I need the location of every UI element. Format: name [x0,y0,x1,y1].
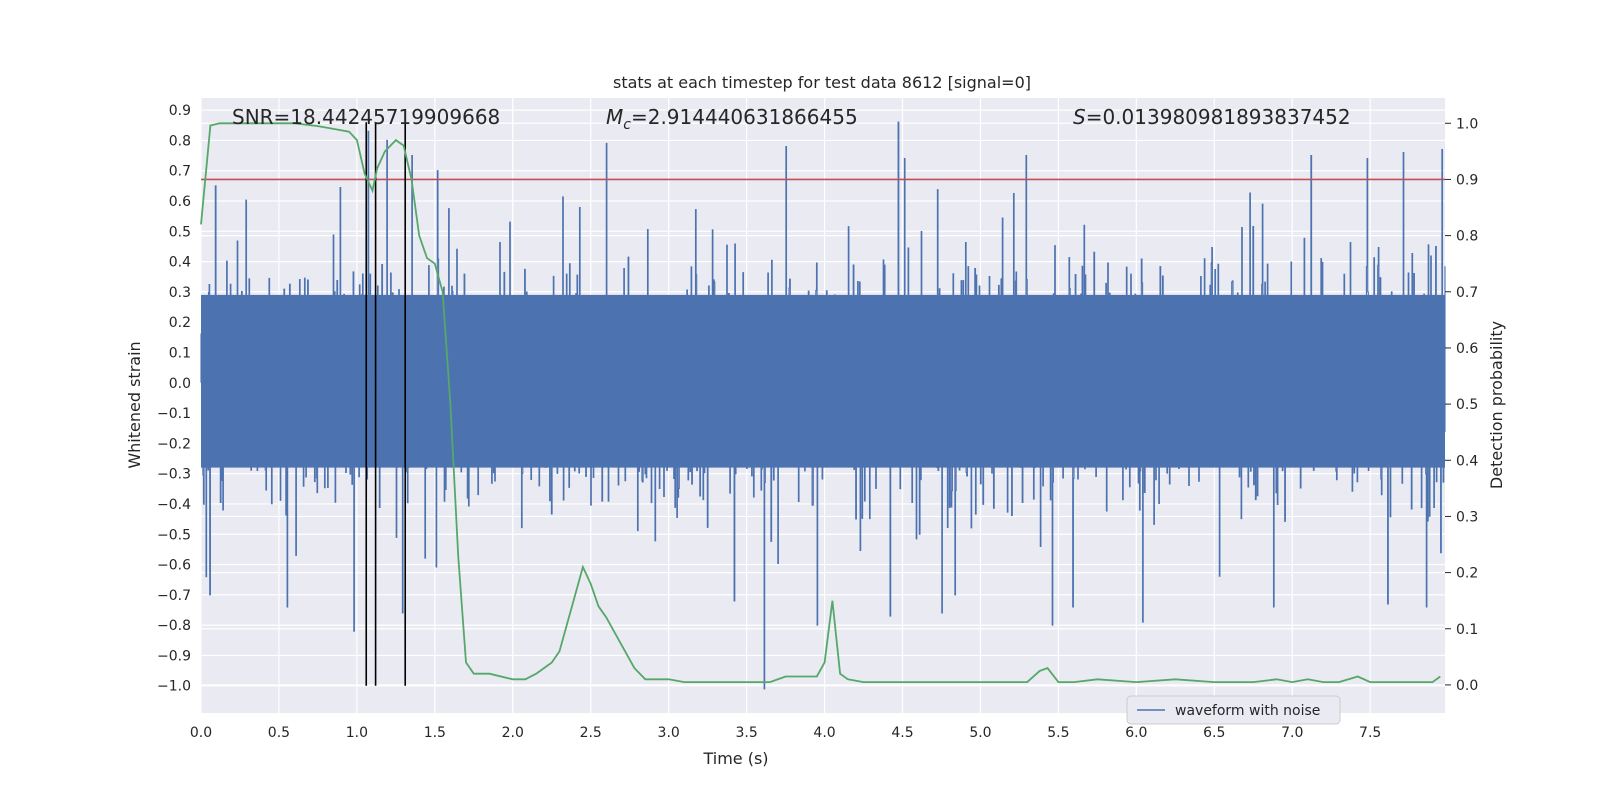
y2-tick-label: 0.3 [1456,509,1478,525]
x-tick-label: 6.5 [1203,725,1225,741]
x-tick-label: 1.0 [346,725,368,741]
x-tick-label: 6.0 [1125,725,1147,741]
x-tick-label: 1.5 [424,725,446,741]
y-tick-label: −0.5 [157,527,191,543]
x-tick-label: 0.0 [190,725,212,741]
y2-tick-label: 0.8 [1456,229,1478,245]
x-tick-label: 3.5 [735,725,757,741]
y-tick-label: −0.7 [157,588,191,604]
x-tick-label: 7.5 [1359,725,1381,741]
y-tick-label: −0.1 [157,406,191,422]
vertical-marker-lines [365,122,407,686]
y2-tick-label: 0.1 [1456,622,1478,638]
y2-axis-label: Detection probability [1487,321,1506,489]
chirp-mass-annotation: Mc=2.914440631866455 [606,105,858,133]
s-annotation: S=0.013980981893837452 [1073,105,1351,129]
y-tick-label: −0.9 [157,648,191,664]
y-tick-label: 0.3 [169,285,191,301]
detection-probability-line [200,122,1441,684]
y-tick-label: −0.4 [157,497,191,513]
legend: waveform with noise [1126,695,1341,725]
y2-tick-label: 0.6 [1456,341,1478,357]
y2-tick-label: 1.0 [1456,116,1478,132]
y-tick-label: 0.2 [169,315,191,331]
x-tick-label: 3.0 [658,725,680,741]
legend-entry: waveform with noise [1175,703,1320,719]
x-axis-label: Time (s) [702,749,768,768]
y2-tick-label: 0.9 [1456,172,1478,188]
y-axis-label: Whitened strain [125,341,144,468]
x-tick-label: 4.0 [813,725,835,741]
chart-title: stats at each timestep for test data 861… [613,73,1031,92]
waveform-spikes [200,121,1446,690]
y-tick-label: 0.1 [169,345,191,361]
snr-annotation: SNR=18.44245719909668 [232,105,500,129]
y2-tick-label: 0.2 [1456,566,1478,582]
x-tick-label: 0.5 [268,725,290,741]
y-tick-label: −1.0 [157,679,191,695]
y-tick-label: 0.4 [169,255,191,271]
y-tick-label: 0.5 [169,224,191,240]
y2-tick-label: 0.0 [1456,678,1478,694]
x-tick-label: 5.5 [1047,725,1069,741]
x-tick-label: 4.5 [891,725,913,741]
y-tick-label: 0.6 [169,194,191,210]
legend-box [1126,695,1341,725]
y-axis-ticks: 0.9 0.8 0.7 0.6 0.5 0.4 0.3 0.2 0.1 0.0 −0.1 −0.2 −0… [157,103,191,695]
y-tick-label: 0.8 [169,133,191,149]
y-tick-label: −0.2 [157,436,191,452]
y2-tick-label: 0.4 [1456,453,1478,469]
y-tick-label: −0.6 [157,558,191,574]
x-tick-label: 5.0 [969,725,991,741]
x-axis-ticks: 0.0 0.5 1.0 1.5 2.0 2.5 3.0 3.5 4.0 4.5 5.0 5.5 6.0 6… [190,725,1381,741]
x-tick-label: 7.0 [1281,725,1303,741]
y-tick-label: −0.8 [157,618,191,634]
y-tick-label: 0.7 [169,164,191,180]
y-tick-label: 0.0 [169,376,191,392]
x-tick-label: 2.5 [580,725,602,741]
waveform-with-noise-line [200,121,1446,690]
y2-axis-ticks: 1.0 0.9 0.8 0.7 0.6 0.5 0.4 0.3 0.2 0.1 0.0 [1445,116,1478,694]
y2-tick-label: 0.5 [1456,397,1478,413]
y2-tick-label: 0.7 [1456,285,1478,301]
y-tick-label: 0.9 [169,103,191,119]
y-tick-label: −0.3 [157,467,191,483]
x-tick-label: 2.0 [502,725,524,741]
